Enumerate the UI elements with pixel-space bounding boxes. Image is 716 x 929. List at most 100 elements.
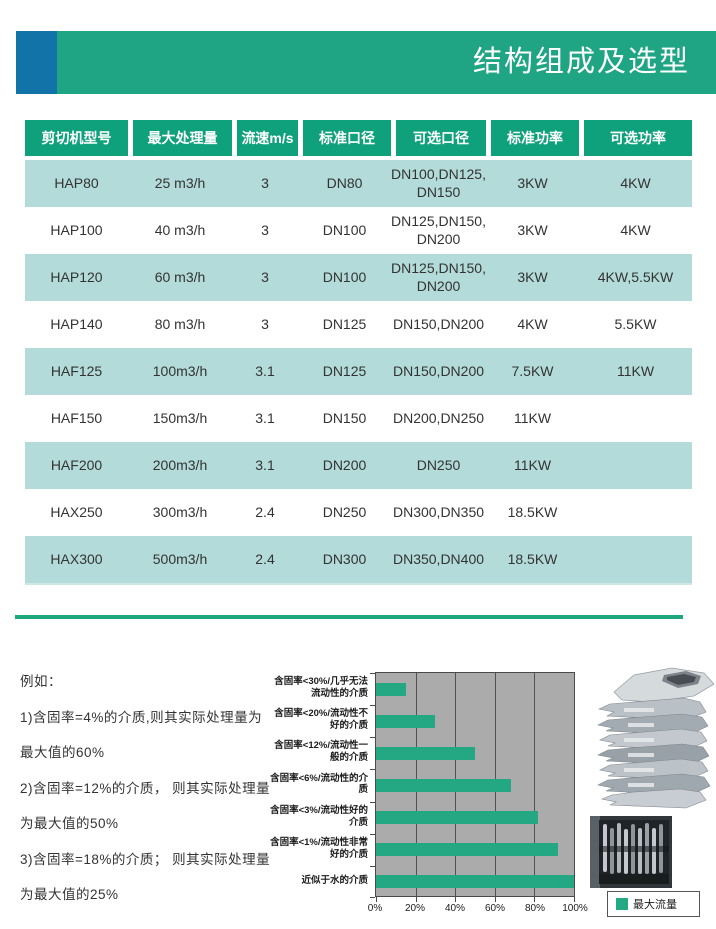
legend-label: 最大流量: [633, 899, 677, 911]
table-row: HAX300 500m3/h 2.4 DN300 DN350,DN400 18.5KW: [25, 536, 692, 583]
table-cell: HAP100: [50, 221, 103, 238]
chart-category-label: 含固率<20%/流动性不好的介质: [274, 708, 368, 732]
table-cell: 80 m3/h: [154, 315, 206, 332]
chart-y-tick: [370, 833, 375, 835]
note-line: 1)含固率=4%的介质,则其实际处理量为: [20, 709, 263, 725]
column-header: 剪切机型号: [25, 120, 128, 160]
spec-table: 剪切机型号 最大处理量 流速m/s 标准口径 可选口径 标准功率 可选功率 HAP80 25 …: [25, 120, 692, 585]
table-row: HAP80 25 m3/h 3 DN80 DN100,DN125, DN150 3KW 4K…: [25, 160, 692, 207]
table-cell: 500m3/h: [152, 550, 208, 567]
cutter-blade-stack-photo: [597, 667, 715, 809]
chart-bar: [376, 682, 406, 696]
chart-plot-area: [370, 672, 575, 902]
note-line: 最大值的60%: [20, 745, 105, 760]
header-band: 结构组成及选型: [16, 31, 716, 94]
note-line: 2)含固率=12%的介质， 则其实际处理量: [20, 780, 271, 796]
chart-x-axis: 0% 20% 40% 60% 80% 100%: [368, 903, 588, 919]
header-accent-square: [16, 31, 57, 94]
table-cell: 4KW: [517, 315, 548, 332]
table-row: HAX250 300m3/h 2.4 DN250 DN300,DN350 18.5KW: [25, 489, 692, 536]
table-cell: DN150,DN200: [392, 315, 485, 332]
table-cell: 11KW: [616, 362, 655, 379]
chart-x-tick: [415, 897, 417, 902]
example-notes: 例如： 1)含固率=4%的介质,则其实际处理量为 最大值的60% 2)含固率=12%的…: [20, 664, 270, 913]
chart-x-tick-label: 80%: [524, 903, 546, 914]
table-cell: 100m3/h: [152, 362, 208, 379]
note-line: 例如：: [20, 674, 62, 689]
section-divider: [15, 615, 683, 619]
table-cell: HAF150: [50, 409, 103, 426]
table-cell: DN125: [322, 362, 367, 379]
table-cell: DN100: [322, 268, 367, 285]
chart-category-label: 含固率<1%/流动性非常好的介质: [270, 836, 368, 860]
chart-x-tick-label: 40%: [444, 903, 466, 914]
table-cell: DN200: [322, 456, 367, 473]
table-cell: 5.5KW: [614, 315, 657, 332]
table-cell: [579, 536, 692, 583]
column-header: 标准口径: [298, 120, 391, 160]
chart-bar: [376, 811, 539, 825]
table-cell: DN100: [322, 221, 367, 238]
table-cell: 3: [261, 174, 269, 191]
table-cell: [579, 395, 692, 442]
table-cell: 300m3/h: [152, 503, 208, 520]
table-cell: 3KW: [517, 268, 548, 285]
table-row: HAF200 200m3/h 3.1 DN200 DN250 11KW: [25, 442, 692, 489]
table-cell: 3: [261, 268, 269, 285]
table-cell: DN125,DN150, DN200: [391, 213, 486, 247]
table-cell: HAX250: [50, 503, 103, 520]
table-cell: DN125: [322, 315, 367, 332]
table-row: HAF125 100m3/h 3.1 DN125 DN150,DN200 7.5KW 11K…: [25, 348, 692, 395]
chart-bar: [376, 746, 475, 760]
table-cell: DN200,DN250: [392, 409, 485, 426]
chart-y-tick: [370, 801, 375, 803]
note-line: 为最大值的25%: [20, 887, 119, 902]
chart-x-tick-label: 60%: [484, 903, 506, 914]
chart-category-label: 含固率<3%/流动性好的介质: [270, 804, 368, 828]
table-cell: 18.5KW: [507, 550, 558, 567]
chart-bar: [376, 843, 559, 857]
table-row: HAP120 60 m3/h 3 DN100 DN125,DN150, DN200 3KW…: [25, 254, 692, 301]
capacity-bar-chart: 含固率<30%/几乎无法流动性的介质 含固率<20%/流动性不好的介质 含固率<12…: [268, 672, 590, 924]
table-cell: DN100,DN125, DN150: [391, 166, 486, 200]
table-cell: 2.4: [255, 550, 275, 567]
table-cell: [579, 489, 692, 536]
table-cell: 4KW,5.5KW: [597, 268, 674, 285]
column-header: 流速m/s: [232, 120, 298, 160]
chart-y-tick: [370, 897, 375, 898]
table-cell: 3: [261, 315, 269, 332]
chart-category-label: 近似于水的介质: [301, 874, 368, 886]
chart-x-tick-label: 20%: [404, 903, 426, 914]
column-header: 标准功率: [486, 120, 579, 160]
column-header: 可选功率: [579, 120, 692, 160]
table-cell: 11KW: [513, 409, 552, 426]
table-row: HAF150 150m3/h 3.1 DN150 DN200,DN250 11KW: [25, 395, 692, 442]
chart-y-tick: [370, 769, 375, 771]
table-cell: 7.5KW: [511, 362, 554, 379]
table-cell: DN80: [326, 174, 363, 191]
chart-y-tick: [370, 865, 375, 867]
column-header: 最大处理量: [128, 120, 232, 160]
table-cell: DN150: [322, 409, 367, 426]
table-cell: DN250: [416, 456, 461, 473]
table-cell: 25 m3/h: [154, 174, 206, 191]
chart-category-label: 含固率<6%/流动性的介质: [270, 772, 368, 796]
table-cell: DN150,DN200: [392, 362, 485, 379]
chart-category-labels: 含固率<30%/几乎无法流动性的介质 含固率<20%/流动性不好的介质 含固率<12…: [268, 672, 368, 897]
shredder-chamber-photo: [590, 816, 672, 888]
chart-gridline: [534, 673, 536, 896]
table-cell: 4KW: [620, 174, 651, 191]
note-line: 为最大值的50%: [20, 816, 119, 831]
chart-bar: [376, 875, 574, 889]
spec-table-head: 剪切机型号 最大处理量 流速m/s 标准口径 可选口径 标准功率 可选功率: [25, 120, 692, 160]
chart-bar: [376, 779, 511, 792]
chart-bar: [376, 714, 436, 728]
table-cell: 200m3/h: [152, 456, 208, 473]
table-cell: 4KW: [620, 221, 651, 238]
table-cell: DN250: [322, 503, 367, 520]
table-cell: 3.1: [255, 456, 275, 473]
page-title: 结构组成及选型: [472, 46, 690, 78]
chart-x-tick: [455, 897, 457, 902]
chart-y-tick: [370, 705, 375, 707]
